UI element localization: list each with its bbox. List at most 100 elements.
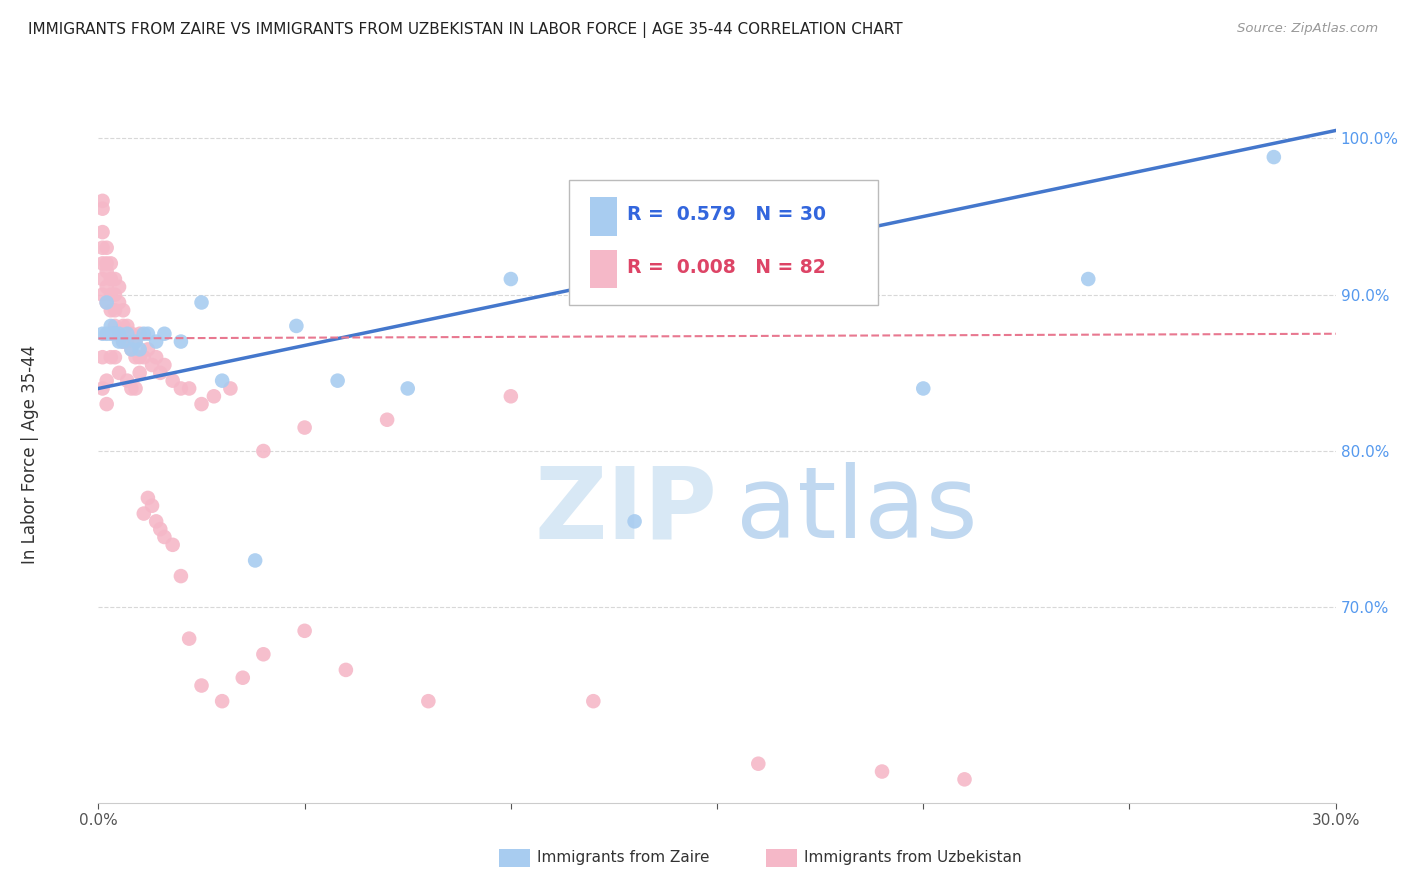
FancyBboxPatch shape: [589, 250, 617, 288]
Point: [112, 318, 135, 333]
Point: [104, 350, 127, 364]
Point: [117, 374, 139, 388]
Point: [145, 514, 167, 528]
Point: [128, 343, 150, 357]
Point: [179, 382, 201, 396]
Point: [136, 491, 159, 505]
Point: [149, 366, 172, 380]
Point: [112, 334, 135, 349]
Point: [104, 303, 127, 318]
Point: [124, 334, 146, 349]
Point: [100, 350, 122, 364]
Point: [104, 287, 127, 301]
Point: [202, 389, 225, 403]
Point: [418, 694, 440, 708]
Point: [1263, 150, 1285, 164]
Point: [153, 326, 176, 341]
Point: [100, 272, 122, 286]
Point: [96, 280, 118, 294]
Point: [132, 507, 155, 521]
Point: [232, 671, 254, 685]
Text: Immigrants from Uzbekistan: Immigrants from Uzbekistan: [804, 850, 1022, 864]
Point: [124, 350, 146, 364]
Point: [120, 326, 142, 341]
Point: [120, 343, 142, 357]
Point: [190, 397, 212, 411]
Point: [108, 280, 131, 294]
Point: [91, 256, 114, 270]
Point: [211, 694, 233, 708]
Text: R =  0.008   N = 82: R = 0.008 N = 82: [627, 258, 825, 277]
Text: IMMIGRANTS FROM ZAIRE VS IMMIGRANTS FROM UZBEKISTAN IN LABOR FORCE | AGE 35-44 C: IMMIGRANTS FROM ZAIRE VS IMMIGRANTS FROM…: [28, 22, 903, 38]
Point: [117, 334, 139, 349]
Point: [149, 522, 172, 536]
Point: [100, 303, 122, 318]
Point: [582, 694, 605, 708]
Point: [104, 318, 127, 333]
Point: [141, 358, 163, 372]
Point: [170, 334, 193, 349]
Point: [153, 358, 176, 372]
Point: [124, 334, 146, 349]
Point: [124, 382, 146, 396]
Point: [132, 350, 155, 364]
Point: [252, 647, 274, 661]
Point: [91, 225, 114, 239]
Point: [96, 295, 118, 310]
Text: ZIP: ZIP: [534, 462, 717, 559]
Point: [91, 272, 114, 286]
Point: [190, 679, 212, 693]
Point: [91, 382, 114, 396]
Point: [120, 343, 142, 357]
Point: [162, 538, 184, 552]
FancyBboxPatch shape: [589, 197, 617, 235]
Point: [375, 413, 398, 427]
Text: atlas: atlas: [735, 462, 977, 559]
FancyBboxPatch shape: [568, 180, 877, 305]
Point: [117, 318, 139, 333]
Point: [112, 303, 135, 318]
Point: [179, 632, 201, 646]
Point: [211, 374, 233, 388]
Point: [96, 256, 118, 270]
Point: [953, 772, 976, 787]
Point: [108, 295, 131, 310]
Point: [1077, 272, 1099, 286]
Point: [108, 366, 131, 380]
Point: [128, 326, 150, 341]
Point: [153, 530, 176, 544]
Point: [96, 397, 118, 411]
Point: [326, 374, 349, 388]
Point: [104, 272, 127, 286]
Point: [91, 194, 114, 208]
Point: [96, 374, 118, 388]
Text: Source: ZipAtlas.com: Source: ZipAtlas.com: [1237, 22, 1378, 36]
Point: [96, 295, 118, 310]
Point: [141, 499, 163, 513]
Point: [243, 553, 266, 567]
Point: [91, 350, 114, 364]
Point: [91, 287, 114, 301]
Point: [108, 334, 131, 349]
Point: [104, 326, 127, 341]
Text: In Labor Force | Age 35-44: In Labor Force | Age 35-44: [21, 345, 39, 565]
Point: [100, 256, 122, 270]
Point: [747, 756, 769, 771]
Point: [112, 334, 135, 349]
Point: [91, 241, 114, 255]
Point: [145, 350, 167, 364]
Point: [108, 326, 131, 341]
Point: [117, 326, 139, 341]
Point: [170, 382, 193, 396]
Point: [100, 287, 122, 301]
Point: [132, 326, 155, 341]
Point: [252, 444, 274, 458]
Text: Immigrants from Zaire: Immigrants from Zaire: [537, 850, 710, 864]
Point: [499, 389, 522, 403]
Point: [623, 514, 645, 528]
Point: [100, 318, 122, 333]
Point: [145, 334, 167, 349]
Point: [170, 569, 193, 583]
Point: [112, 334, 135, 349]
Point: [100, 326, 122, 341]
